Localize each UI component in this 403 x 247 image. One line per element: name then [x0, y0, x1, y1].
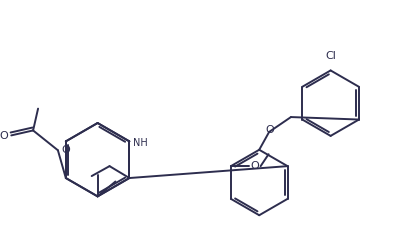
- Text: O: O: [61, 145, 70, 155]
- Text: O: O: [266, 125, 274, 135]
- Text: Cl: Cl: [325, 51, 336, 61]
- Text: O: O: [0, 131, 8, 141]
- Text: NH: NH: [133, 138, 148, 148]
- Text: O: O: [250, 161, 259, 171]
